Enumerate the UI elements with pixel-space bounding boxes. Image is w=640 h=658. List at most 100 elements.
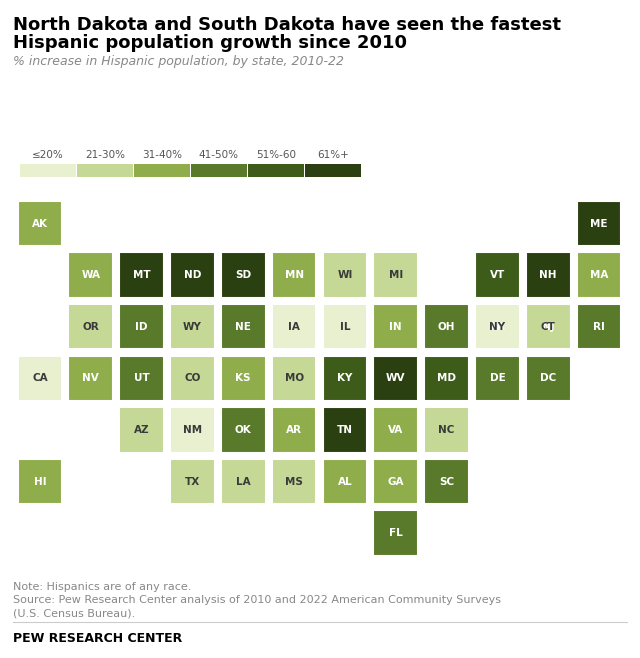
Text: MS: MS [285, 476, 303, 486]
FancyBboxPatch shape [323, 459, 367, 504]
FancyBboxPatch shape [373, 459, 418, 504]
Text: NY: NY [490, 322, 506, 332]
FancyBboxPatch shape [248, 164, 304, 176]
FancyBboxPatch shape [221, 304, 266, 349]
Text: MN: MN [285, 270, 303, 280]
FancyBboxPatch shape [272, 459, 316, 504]
Text: WY: WY [183, 322, 202, 332]
FancyBboxPatch shape [221, 355, 266, 401]
Text: PA: PA [490, 322, 505, 332]
FancyBboxPatch shape [424, 407, 469, 453]
FancyBboxPatch shape [272, 304, 316, 349]
FancyBboxPatch shape [577, 253, 621, 298]
Text: ID: ID [135, 322, 148, 332]
FancyBboxPatch shape [119, 355, 164, 401]
FancyBboxPatch shape [577, 304, 621, 349]
FancyBboxPatch shape [577, 201, 621, 246]
FancyBboxPatch shape [170, 253, 215, 298]
FancyBboxPatch shape [17, 355, 62, 401]
Text: ME: ME [590, 218, 608, 228]
Text: 21-30%: 21-30% [85, 150, 125, 160]
Text: NV: NV [83, 373, 99, 384]
Text: Note: Hispanics are of any race.: Note: Hispanics are of any race. [13, 582, 191, 592]
Text: AL: AL [337, 476, 352, 486]
FancyBboxPatch shape [170, 304, 215, 349]
Text: WV: WV [386, 373, 406, 384]
Text: IN: IN [389, 322, 402, 332]
Text: NH: NH [540, 270, 557, 280]
Text: AR: AR [286, 425, 302, 435]
Text: Source: Pew Research Center analysis of 2010 and 2022 American Community Surveys: Source: Pew Research Center analysis of … [13, 595, 501, 605]
Text: Hispanic population growth since 2010: Hispanic population growth since 2010 [13, 34, 407, 52]
FancyBboxPatch shape [134, 164, 190, 176]
FancyBboxPatch shape [20, 164, 76, 176]
Text: OK: OK [235, 425, 252, 435]
Text: VA: VA [388, 425, 403, 435]
FancyBboxPatch shape [373, 304, 418, 349]
Text: IA: IA [288, 322, 300, 332]
FancyBboxPatch shape [170, 407, 215, 453]
Text: GA: GA [387, 476, 404, 486]
Text: VT: VT [490, 270, 505, 280]
FancyBboxPatch shape [323, 355, 367, 401]
Text: CT: CT [541, 322, 556, 332]
FancyBboxPatch shape [475, 253, 520, 298]
FancyBboxPatch shape [77, 164, 133, 176]
Text: DC: DC [540, 373, 556, 384]
FancyBboxPatch shape [68, 304, 113, 349]
FancyBboxPatch shape [68, 253, 113, 298]
FancyBboxPatch shape [475, 304, 520, 349]
Text: AZ: AZ [134, 425, 149, 435]
FancyBboxPatch shape [424, 355, 469, 401]
Text: North Dakota and South Dakota have seen the fastest: North Dakota and South Dakota have seen … [13, 16, 561, 34]
FancyBboxPatch shape [373, 355, 418, 401]
FancyBboxPatch shape [475, 304, 520, 349]
Text: IL: IL [340, 322, 350, 332]
FancyBboxPatch shape [526, 355, 571, 401]
FancyBboxPatch shape [119, 253, 164, 298]
Text: HI: HI [33, 476, 46, 486]
Text: 61%+: 61%+ [317, 150, 349, 160]
Text: PEW RESEARCH CENTER: PEW RESEARCH CENTER [13, 632, 182, 645]
FancyBboxPatch shape [323, 304, 367, 349]
FancyBboxPatch shape [119, 304, 164, 349]
FancyBboxPatch shape [424, 459, 469, 504]
Text: KY: KY [337, 373, 353, 384]
FancyBboxPatch shape [119, 407, 164, 453]
FancyBboxPatch shape [323, 253, 367, 298]
Text: DE: DE [490, 373, 506, 384]
Text: 51%-60: 51%-60 [256, 150, 296, 160]
Text: 41-50%: 41-50% [199, 150, 239, 160]
Text: ND: ND [184, 270, 201, 280]
Text: OR: OR [83, 322, 99, 332]
Text: 31-40%: 31-40% [142, 150, 182, 160]
FancyBboxPatch shape [526, 304, 571, 349]
FancyBboxPatch shape [272, 253, 316, 298]
FancyBboxPatch shape [373, 407, 418, 453]
FancyBboxPatch shape [17, 201, 62, 246]
FancyBboxPatch shape [17, 459, 62, 504]
Text: NM: NM [183, 425, 202, 435]
Text: TX: TX [185, 476, 200, 486]
FancyBboxPatch shape [305, 164, 361, 176]
Text: MD: MD [437, 373, 456, 384]
Text: (U.S. Census Bureau).: (U.S. Census Bureau). [13, 609, 135, 619]
Text: SD: SD [235, 270, 252, 280]
FancyBboxPatch shape [424, 304, 469, 349]
FancyBboxPatch shape [221, 407, 266, 453]
Text: WA: WA [81, 270, 100, 280]
FancyBboxPatch shape [221, 253, 266, 298]
Text: MI: MI [388, 270, 403, 280]
Text: % increase in Hispanic population, by state, 2010-22: % increase in Hispanic population, by st… [13, 55, 344, 68]
FancyBboxPatch shape [526, 304, 571, 349]
Text: NJ: NJ [542, 322, 554, 332]
Text: WI: WI [337, 270, 353, 280]
Text: SC: SC [439, 476, 454, 486]
FancyBboxPatch shape [170, 355, 215, 401]
Text: ≤20%: ≤20% [32, 150, 64, 160]
FancyBboxPatch shape [272, 355, 316, 401]
Text: LA: LA [236, 476, 250, 486]
Text: MT: MT [132, 270, 150, 280]
Text: RI: RI [593, 322, 605, 332]
Text: UT: UT [134, 373, 150, 384]
